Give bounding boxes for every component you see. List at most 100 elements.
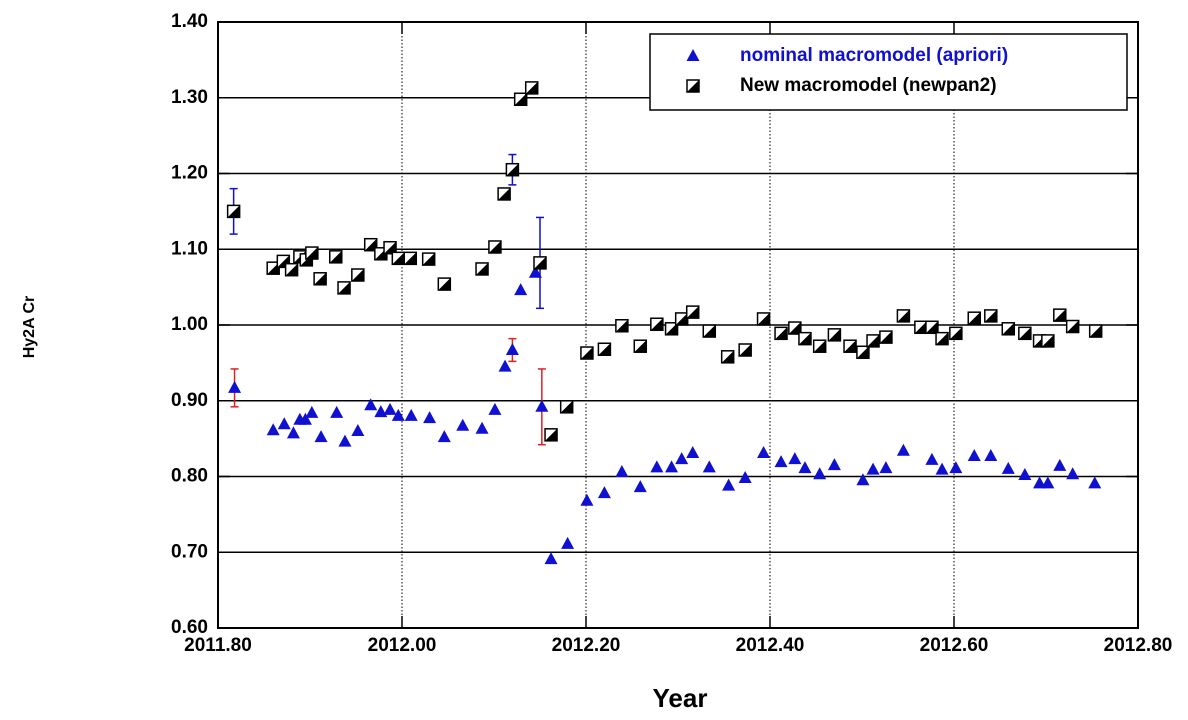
marker-fill (867, 334, 880, 347)
data-point (277, 417, 291, 430)
x-tick-label: 2012.20 (552, 635, 621, 656)
data-point (967, 311, 981, 325)
marker-fill (914, 321, 927, 334)
x-tick-label: 2012.60 (920, 635, 989, 656)
data-point (686, 446, 700, 459)
data-point (505, 162, 520, 177)
y-tick-label: 0.80 (171, 466, 208, 487)
data-point (597, 486, 611, 499)
marker-fill (314, 272, 327, 285)
marker-fill (305, 247, 318, 260)
marker-fill (498, 187, 511, 200)
marker-fill (968, 312, 981, 325)
data-point (664, 322, 679, 336)
marker-fill (384, 241, 397, 254)
data-point (1088, 324, 1103, 338)
data-point (266, 423, 280, 436)
data-point (1066, 467, 1080, 480)
legend-marker (686, 49, 700, 61)
legend-label: nominal macromodel (apriori) (740, 45, 1008, 66)
data-point (935, 462, 949, 475)
data-point (597, 342, 612, 356)
marker-fill (828, 328, 841, 341)
marker-fill (488, 240, 501, 253)
marker-fill (844, 340, 857, 353)
data-point (984, 449, 998, 462)
marker-fill (506, 163, 519, 176)
data-point (437, 277, 452, 291)
data-point (967, 449, 981, 462)
data-point (284, 262, 299, 277)
legend-box (649, 33, 1128, 111)
data-point (456, 418, 470, 431)
marker-fill (757, 312, 770, 325)
data-point (1001, 461, 1015, 474)
data-point (685, 305, 700, 319)
data-point (1018, 326, 1032, 341)
data-point (812, 339, 827, 353)
data-point (856, 473, 870, 486)
data-point (879, 330, 893, 344)
data-point (1053, 308, 1067, 322)
data-point (788, 321, 802, 335)
marker-fill (351, 269, 364, 282)
data-point (1041, 334, 1055, 348)
data-point (756, 312, 771, 326)
data-point (403, 251, 418, 266)
marker-fill (374, 247, 387, 260)
marker-fill (364, 238, 377, 251)
marker-fill (422, 253, 435, 266)
marker-fill (534, 256, 546, 269)
marker-fill (560, 400, 573, 413)
data-point (866, 462, 880, 475)
data-point (266, 261, 280, 275)
data-point (528, 265, 542, 278)
y-tick-label: 0.60 (171, 617, 208, 638)
data-point (935, 331, 949, 346)
marker-fill (798, 332, 811, 345)
y-axis-label: Hy2A Cr (21, 296, 38, 359)
marker-fill (856, 346, 869, 359)
data-point (305, 246, 319, 260)
data-point (580, 346, 594, 360)
marker-fill (476, 262, 489, 275)
marker-fill (775, 327, 788, 340)
data-point (524, 81, 539, 95)
x-tick-label: 2012.00 (368, 635, 437, 656)
data-point (488, 240, 502, 254)
marker-fill (580, 347, 593, 360)
data-point (363, 237, 378, 252)
marker-fill (897, 309, 910, 322)
y-tick-label: 1.40 (171, 11, 208, 32)
data-point (702, 324, 717, 338)
data-point (383, 402, 397, 415)
y-tick-label: 1.00 (171, 314, 208, 335)
data-point (650, 460, 664, 473)
legend-label: New macromodel (newpan2) (740, 75, 997, 96)
marker-fill (788, 322, 801, 335)
data-point (774, 326, 788, 341)
marker-fill (392, 252, 405, 265)
y-tick-label: 1.20 (171, 163, 208, 184)
marker-fill (675, 312, 688, 325)
marker-fill (936, 332, 949, 345)
marker-fill (438, 278, 451, 291)
data-point (722, 478, 736, 491)
data-point (559, 400, 574, 414)
data-point (505, 342, 519, 355)
marker-fill (1018, 327, 1031, 340)
data-point (914, 320, 928, 335)
y-tick-label: 1.10 (171, 238, 208, 259)
data-point (351, 268, 365, 282)
marker-fill (598, 343, 611, 356)
data-point (533, 256, 547, 270)
data-point (298, 412, 312, 425)
marker-fill (925, 321, 938, 334)
marker-fill (514, 93, 527, 106)
data-point (949, 461, 963, 474)
marker-fill (634, 340, 647, 353)
marker-fill (739, 343, 752, 356)
data-point (856, 345, 870, 360)
marker-fill (1089, 325, 1102, 338)
data-point (866, 334, 880, 348)
